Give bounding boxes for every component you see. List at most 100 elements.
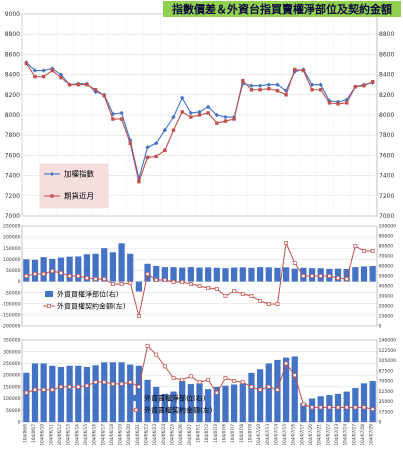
call-bar: [83, 254, 91, 282]
call-amount-point: [128, 281, 133, 285]
date-tick-label: 104/07/9: [247, 424, 252, 443]
futures-point: [310, 88, 314, 92]
call-bar: [57, 257, 65, 282]
put-amount-point: [84, 383, 89, 388]
call-bar: [231, 267, 238, 282]
call-amount-point: [84, 276, 89, 280]
call-legend-bar-swatch: [45, 291, 53, 297]
put-right-tick-label: 87500: [379, 368, 394, 374]
call-amount-point: [41, 272, 46, 276]
futures-point: [301, 68, 306, 73]
put-amount-point: [318, 405, 323, 410]
put-legend-line-label: 外資賣權契約金額(左): [144, 406, 213, 415]
put-right-tick-label: 17500: [379, 409, 394, 415]
put-amount-point: [33, 387, 37, 392]
panel1-left-tick-label: 9000: [5, 11, 20, 18]
put-left-tick-label: 0: [18, 420, 21, 426]
index-point: [257, 83, 263, 88]
call-bar: [127, 253, 134, 282]
call-bar: [282, 267, 290, 282]
put-right-tick-label: 105000: [379, 358, 397, 364]
call-amount-point: [188, 282, 193, 286]
put-legend-bar-label: 外資賣權淨部位(右): [144, 394, 206, 403]
date-tick-label: 104/06/12: [57, 424, 62, 446]
call-amount-point: [301, 274, 306, 278]
futures-point: [137, 179, 141, 184]
put-amount-point: [197, 380, 202, 385]
put-bar: [187, 384, 194, 422]
call-bar: [92, 253, 99, 282]
put-bar: [248, 372, 255, 422]
call-right-tick-label: 100000: [379, 224, 397, 230]
put-right-tick-label: 122500: [379, 348, 397, 354]
call-bar: [256, 267, 264, 282]
futures-point: [370, 79, 375, 84]
call-bar: [248, 267, 255, 282]
futures-point: [154, 154, 158, 159]
put-amount-point: [50, 387, 55, 392]
call-right-tick-label: 70000: [379, 254, 394, 260]
call-amount-point: [180, 280, 185, 284]
put-left-tick-label: 250000: [3, 361, 21, 367]
futures-point: [249, 88, 254, 92]
index-point: [41, 68, 46, 73]
index-point: [171, 114, 176, 120]
call-bar: [196, 267, 203, 282]
put-amount-point: [119, 381, 124, 386]
call-bar: [23, 259, 30, 282]
put-bar: [127, 364, 134, 422]
index-point: [249, 83, 254, 88]
panel1-left-tick-label: 7400: [5, 173, 20, 180]
put-left-tick-label: 300000: [3, 349, 21, 355]
call-amount-point: [50, 269, 55, 273]
date-tick-label: 104/06/24: [161, 424, 166, 446]
call-amount-point: [266, 302, 271, 306]
put-amount-point: [206, 377, 211, 382]
put-right-tick-label: 140000: [379, 338, 397, 344]
date-tick-label: 104/07/29: [369, 424, 374, 446]
put-amount-point: [145, 343, 150, 348]
futures-point: [362, 84, 366, 88]
put-amount-point: [162, 364, 167, 369]
panel1-right-tick-label: 8200: [379, 92, 394, 99]
call-bar: [75, 256, 82, 282]
panel1-right-tick-label: 7800: [379, 132, 394, 139]
put-amount-point: [67, 384, 72, 389]
panel-call-position: -200000-150000-100000-500000500001000001…: [0, 224, 403, 332]
index-point: [197, 109, 202, 115]
date-tick-label: 104/07/13: [265, 424, 270, 446]
call-amount-point: [102, 277, 107, 281]
date-tick-label: 104/07/20: [308, 424, 313, 446]
put-bar: [179, 381, 186, 422]
put-bar: [231, 384, 238, 422]
panel1-right-tick-label: 7600: [379, 152, 394, 159]
put-bar: [57, 366, 65, 422]
call-bar: [101, 248, 108, 282]
put-bar: [49, 365, 56, 422]
futures-point: [180, 110, 184, 114]
futures-point: [258, 88, 262, 92]
put-right-tick-label: 35000: [379, 399, 394, 405]
call-right-tick-label: 20000: [379, 304, 394, 310]
panel-put-position: 0 50000 100000 150000 200000 250000 300000 3500…: [0, 334, 403, 450]
put-bar: [92, 365, 99, 422]
date-tick-label: 104/06/20: [126, 424, 131, 446]
date-tick-label: 104/07/15: [282, 424, 287, 446]
put-amount-point: [336, 405, 340, 410]
call-right-tick-label: 50000: [379, 274, 394, 280]
put-left-tick-label: 150000: [3, 384, 21, 390]
call-amount-point: [336, 276, 340, 280]
call-amount-point: [119, 282, 124, 286]
index-point: [318, 82, 323, 87]
put-amount-point: [362, 405, 366, 410]
call-amount-point: [59, 271, 63, 275]
call-bar: [291, 268, 298, 282]
put-amount-point: [232, 379, 237, 383]
put-amount-point: [76, 384, 81, 389]
futures-point: [119, 117, 124, 121]
date-tick-label: 104/06/6: [22, 424, 27, 443]
call-amount-point: [171, 280, 176, 284]
date-tick-label: 104/07/24: [343, 424, 348, 446]
call-amount-point: [33, 272, 37, 276]
call-amount-point: [67, 274, 72, 278]
